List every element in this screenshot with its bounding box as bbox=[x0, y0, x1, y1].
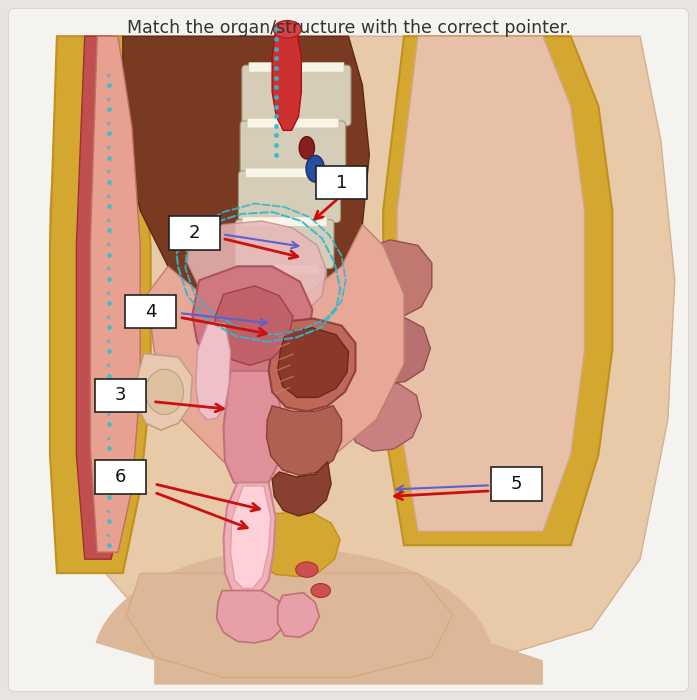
Text: 6: 6 bbox=[115, 468, 126, 486]
FancyBboxPatch shape bbox=[238, 265, 320, 274]
FancyBboxPatch shape bbox=[232, 314, 309, 324]
Polygon shape bbox=[95, 549, 543, 685]
Polygon shape bbox=[50, 36, 151, 573]
Polygon shape bbox=[352, 316, 431, 385]
Polygon shape bbox=[123, 36, 369, 308]
FancyBboxPatch shape bbox=[242, 65, 351, 126]
FancyBboxPatch shape bbox=[95, 379, 146, 412]
Text: 4: 4 bbox=[145, 302, 156, 321]
FancyBboxPatch shape bbox=[245, 168, 334, 178]
FancyBboxPatch shape bbox=[243, 217, 327, 227]
Ellipse shape bbox=[273, 20, 301, 38]
Polygon shape bbox=[126, 573, 452, 678]
Polygon shape bbox=[217, 591, 284, 643]
Polygon shape bbox=[266, 406, 342, 475]
Text: 2: 2 bbox=[189, 224, 200, 242]
FancyBboxPatch shape bbox=[221, 364, 296, 374]
Text: 1: 1 bbox=[336, 174, 347, 192]
Polygon shape bbox=[147, 225, 404, 475]
FancyBboxPatch shape bbox=[249, 62, 344, 72]
Polygon shape bbox=[268, 318, 355, 412]
Polygon shape bbox=[272, 461, 331, 516]
Ellipse shape bbox=[299, 136, 314, 159]
Polygon shape bbox=[192, 266, 312, 377]
Polygon shape bbox=[187, 221, 326, 321]
Ellipse shape bbox=[296, 562, 318, 578]
Polygon shape bbox=[397, 36, 585, 531]
FancyBboxPatch shape bbox=[225, 317, 316, 362]
FancyBboxPatch shape bbox=[247, 118, 339, 128]
Polygon shape bbox=[215, 286, 293, 365]
Ellipse shape bbox=[311, 584, 330, 598]
Polygon shape bbox=[231, 486, 270, 589]
Text: 3: 3 bbox=[115, 386, 127, 405]
Polygon shape bbox=[347, 384, 422, 451]
Polygon shape bbox=[383, 36, 612, 545]
Polygon shape bbox=[224, 371, 282, 489]
Polygon shape bbox=[77, 36, 137, 559]
FancyBboxPatch shape bbox=[214, 367, 302, 410]
Ellipse shape bbox=[306, 155, 324, 182]
Polygon shape bbox=[277, 328, 348, 398]
Polygon shape bbox=[224, 482, 275, 598]
Polygon shape bbox=[196, 322, 231, 420]
Polygon shape bbox=[137, 354, 192, 430]
FancyBboxPatch shape bbox=[169, 216, 220, 250]
Polygon shape bbox=[350, 240, 432, 318]
Polygon shape bbox=[272, 29, 301, 130]
FancyBboxPatch shape bbox=[491, 467, 542, 500]
FancyBboxPatch shape bbox=[231, 267, 327, 314]
Text: Match the organ/structure with the correct pointer.: Match the organ/structure with the corre… bbox=[127, 19, 570, 37]
FancyBboxPatch shape bbox=[8, 8, 689, 692]
FancyBboxPatch shape bbox=[125, 295, 176, 328]
Polygon shape bbox=[277, 593, 319, 637]
FancyBboxPatch shape bbox=[240, 121, 346, 174]
FancyBboxPatch shape bbox=[316, 166, 367, 200]
FancyBboxPatch shape bbox=[236, 220, 334, 268]
Polygon shape bbox=[253, 512, 340, 577]
Text: 5: 5 bbox=[511, 475, 522, 493]
FancyBboxPatch shape bbox=[95, 460, 146, 494]
FancyBboxPatch shape bbox=[238, 171, 341, 223]
Ellipse shape bbox=[146, 369, 183, 414]
Polygon shape bbox=[50, 36, 675, 671]
Polygon shape bbox=[90, 36, 140, 552]
